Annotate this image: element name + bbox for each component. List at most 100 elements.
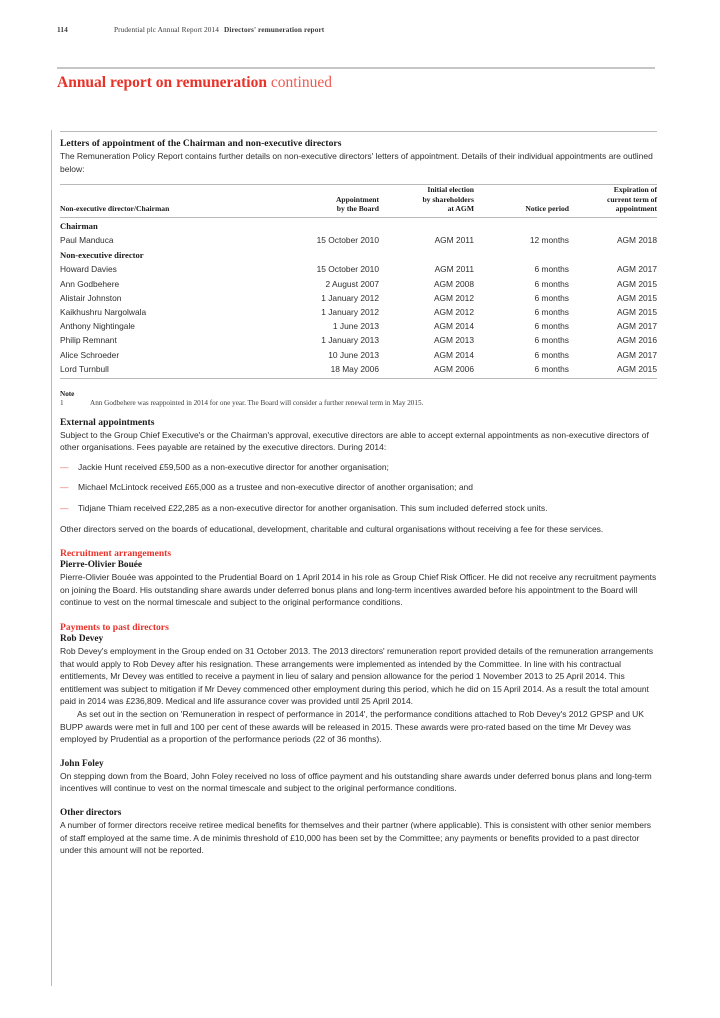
col-header-name-l1: Non-executive director/Chairman	[60, 204, 170, 213]
cell-notice: 6 months	[534, 292, 569, 303]
note-title: Note	[60, 389, 75, 398]
col-header-expiration-l1: Expiration of	[613, 185, 657, 195]
cell-election: AGM 2006	[433, 363, 474, 374]
table-body: Chairman Paul Manduca 15 October 2010 AG…	[60, 218, 657, 378]
cell-name: Philip Remnant	[60, 335, 117, 346]
cell-election: AGM 2011	[434, 264, 474, 275]
cell-notice: 6 months	[534, 335, 569, 346]
em-dash-icon: —	[60, 482, 69, 493]
list-item: — Jackie Hunt received £59,500 as a non-…	[60, 461, 657, 474]
cell-expiration: AGM 2015	[616, 292, 657, 303]
cell-appointment: 10 June 2013	[328, 349, 379, 360]
table-row: Howard Davies 15 October 2010 AGM 2011 6…	[60, 263, 657, 277]
rob-devey-paragraph-2: As set out in the section on 'Remunerati…	[60, 709, 644, 745]
col-header-expiration: Expiration of current term of appointmen…	[569, 184, 657, 219]
letters-section-intro: The Remuneration Policy Report contains …	[60, 151, 653, 174]
page-folio: 114	[57, 25, 68, 34]
table-bottom-divider	[60, 377, 657, 379]
col-header-election: Initial election by shareholders at AGM	[379, 184, 474, 219]
page-title: Annual report on remuneration continued	[57, 74, 332, 92]
cell-name: Kaikhushru Nargolwala	[60, 306, 147, 317]
cell-election: AGM 2011	[434, 235, 474, 246]
other-directors-paragraph: A number of former directors receive ret…	[60, 819, 651, 856]
cell-notice: 6 months	[534, 278, 569, 289]
col-header-expiration-l3: appointment	[615, 204, 657, 213]
cell-expiration: AGM 2017	[616, 321, 657, 332]
recruitment-subheading: Pierre-Olivier Bouée	[60, 560, 143, 571]
external-appointments-list: — Jackie Hunt received £59,500 as a non-…	[60, 461, 657, 515]
cell-appointment: 18 May 2006	[330, 363, 379, 374]
cell-expiration: AGM 2018	[616, 235, 657, 246]
cell-notice: 6 months	[534, 264, 569, 275]
cell-name: Alistair Johnston	[60, 292, 122, 303]
col-header-appointment-l1: Appointment	[335, 194, 379, 204]
table-header: Non-executive director/Chairman Appointm…	[60, 184, 657, 219]
section-name: Directors' remuneration report	[224, 25, 325, 34]
col-header-appointment-l2: by the Board	[336, 204, 379, 213]
table-group-row: Chairman	[60, 218, 657, 234]
cell-appointment: 2 August 2007	[325, 278, 379, 289]
appointments-table-wrap: Non-executive director/Chairman Appointm…	[60, 184, 657, 379]
group-label-ned: Non-executive director	[60, 250, 144, 261]
col-header-notice-l1: Notice period	[525, 204, 569, 213]
cell-expiration: AGM 2017	[616, 264, 657, 275]
cell-election: AGM 2012	[433, 306, 474, 317]
col-header-election-l1: Initial election	[427, 185, 474, 195]
table-row: Ann Godbehere 2 August 2007 AGM 2008 6 m…	[60, 277, 657, 291]
john-foley-paragraph: On stepping down from the Board, John Fo…	[60, 770, 652, 794]
content-top-divider	[60, 131, 657, 132]
page-title-main: Annual report on remuneration	[57, 74, 267, 91]
cell-expiration: AGM 2017	[616, 349, 657, 360]
external-appointments-heading: External appointments	[60, 416, 155, 428]
col-header-appointment: Appointment by the Board	[275, 184, 379, 219]
cell-notice: 6 months	[534, 321, 569, 332]
page-title-continued: continued	[270, 74, 332, 91]
cell-name: Ann Godbehere	[60, 278, 120, 289]
recruitment-heading: Recruitment arrangements	[60, 548, 172, 560]
table-row: Alice Schroeder 10 June 2013 AGM 2014 6 …	[60, 348, 657, 362]
cell-name: Paul Manduca	[60, 235, 114, 246]
rob-devey-subheading: Rob Devey	[60, 634, 104, 645]
cell-appointment: 1 January 2013	[321, 335, 379, 346]
cell-notice: 12 months	[529, 235, 569, 246]
cell-expiration: AGM 2015	[616, 306, 657, 317]
col-header-election-l2: by shareholders	[422, 194, 474, 204]
em-dash-icon: —	[60, 461, 69, 472]
cell-name: Anthony Nightingale	[60, 321, 135, 332]
col-header-name: Non-executive director/Chairman	[60, 184, 275, 219]
list-item-text: Jackie Hunt received £59,500 as a non-ex…	[78, 461, 389, 472]
em-dash-icon: —	[60, 503, 69, 514]
cell-notice: 6 months	[534, 363, 569, 374]
table-note: Note 1 Ann Godbehere was reappointed in 2…	[60, 390, 657, 407]
rob-devey-paragraph-1: Rob Devey's employment in the Group ende…	[60, 646, 654, 707]
title-divider	[57, 67, 655, 69]
john-foley-subheading: John Foley	[60, 758, 104, 769]
col-header-election-l3: at AGM	[447, 204, 474, 213]
cell-appointment: 15 October 2010	[316, 235, 379, 246]
appointments-table: Non-executive director/Chairman Appointm…	[60, 184, 657, 378]
cell-election: AGM 2014	[433, 321, 474, 332]
left-margin-rule	[51, 130, 52, 986]
table-row: Alistair Johnston 1 January 2012 AGM 201…	[60, 291, 657, 305]
cell-expiration: AGM 2015	[616, 278, 657, 289]
external-appointments-intro: Subject to the Group Chief Executive's o…	[60, 429, 649, 453]
other-directors-subheading: Other directors	[60, 807, 122, 818]
cell-expiration: AGM 2016	[616, 335, 657, 346]
group-label-chairman: Chairman	[60, 220, 98, 231]
table-row: Paul Manduca 15 October 2010 AGM 2011 12…	[60, 234, 657, 248]
note-number: 1	[60, 398, 64, 407]
list-item: — Tidjane Thiam received £22,285 as a no…	[60, 502, 657, 515]
cell-name: Lord Turnbull	[60, 363, 109, 374]
cell-appointment: 1 June 2013	[332, 321, 379, 332]
recruitment-paragraph: Pierre-Olivier Bouée was appointed to th…	[60, 572, 657, 608]
col-header-expiration-l2: current term of	[606, 194, 657, 204]
cell-name: Alice Schroeder	[60, 349, 120, 360]
note-row: 1 Ann Godbehere was reappointed in 2014 f…	[60, 399, 657, 407]
note-text: Ann Godbehere was reappointed in 2014 fo…	[90, 398, 424, 407]
external-appointments-closing: Other directors served on the boards of …	[60, 523, 604, 534]
content-column: Letters of appointment of the Chairman a…	[60, 131, 657, 864]
table-row: Kaikhushru Nargolwala 1 January 2012 AGM…	[60, 305, 657, 319]
cell-election: AGM 2008	[433, 278, 474, 289]
past-directors-heading: Payments to past directors	[60, 622, 169, 634]
cell-appointment: 1 January 2012	[321, 306, 379, 317]
